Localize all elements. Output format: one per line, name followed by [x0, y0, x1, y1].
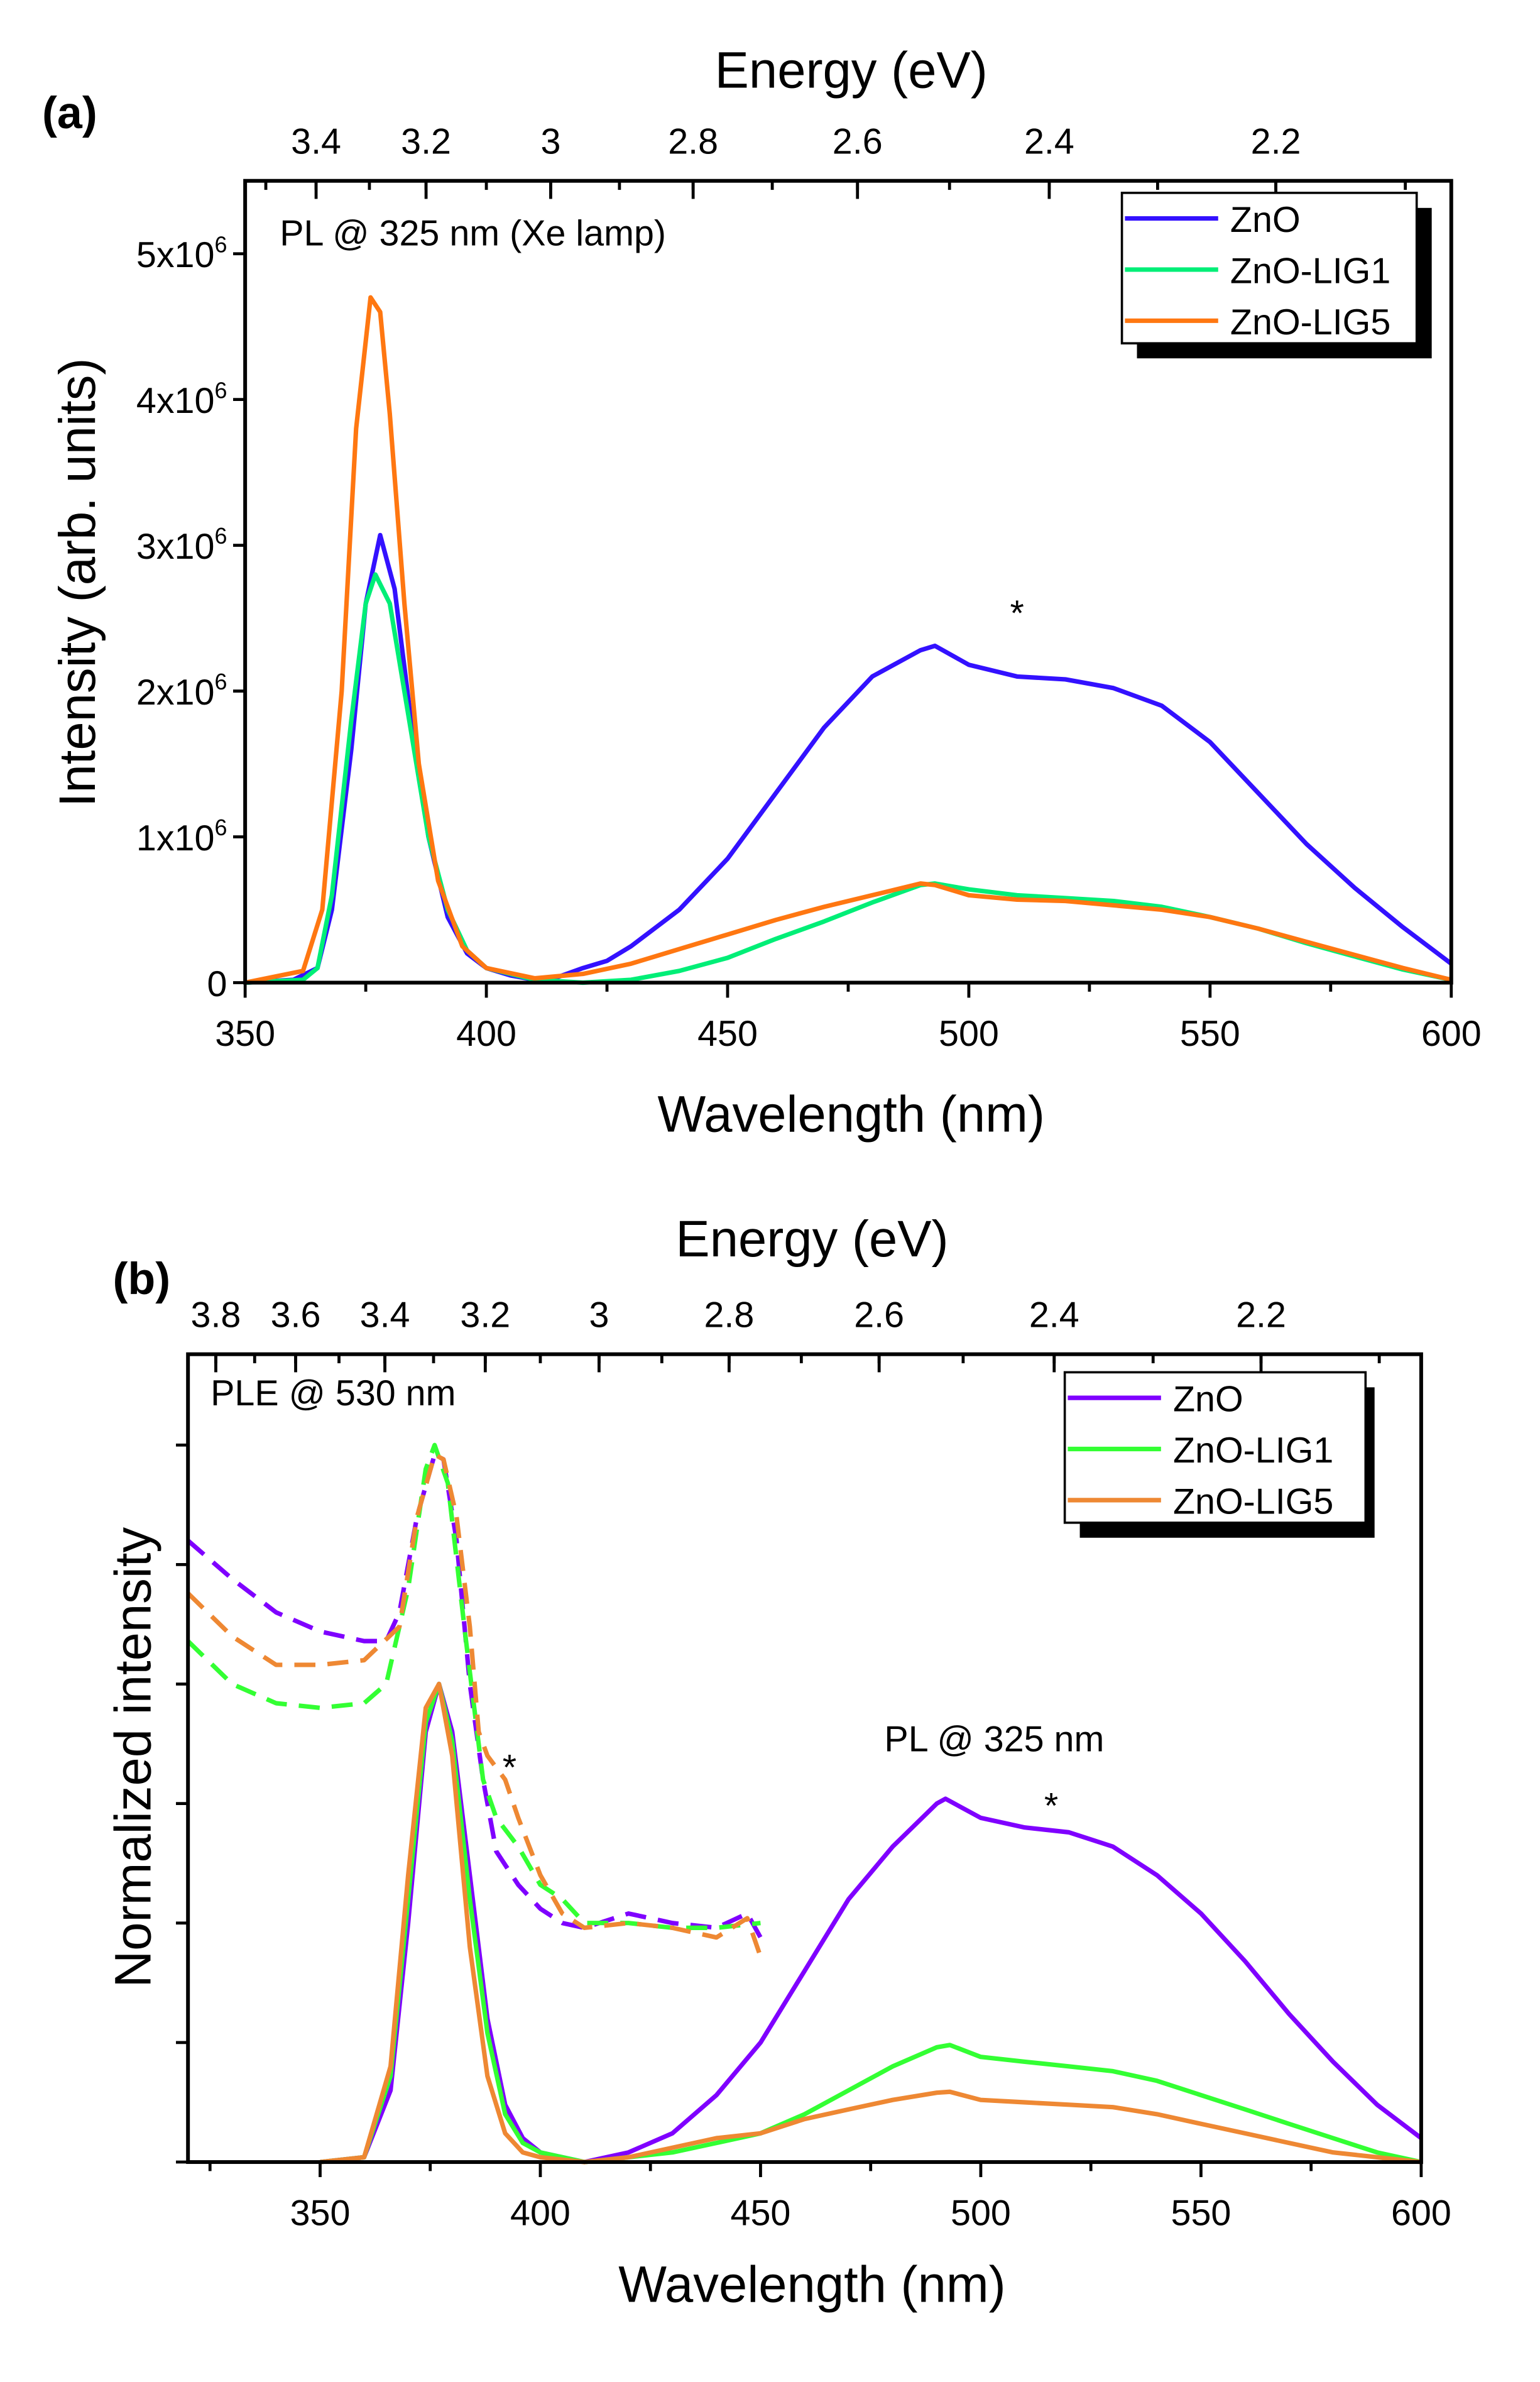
panel-b-legend: ZnO ZnO-LIG1 ZnO-LIG5 [1063, 1371, 1375, 1538]
panel-a-y-tick-label: 1x106 [136, 815, 227, 859]
panel-a-series-zno-lig1 [244, 572, 1452, 985]
panel-a-y-tick-label: 4x106 [136, 378, 227, 421]
panel-a-series-zno [244, 532, 1453, 985]
panel-b-top-tick-label: 2.8 [704, 1295, 754, 1336]
panel-b-series-zno-ple-dashed [186, 1452, 763, 1939]
panel-a-annotation: PL @ 325 nm (Xe lamp) [280, 214, 666, 254]
panel-a-x-tick-label: 450 [697, 1014, 758, 1054]
panel-a-x-tick-label: 550 [1180, 1014, 1240, 1054]
panel-b-top-tick-label: 2.2 [1236, 1295, 1286, 1336]
panel-b-top-tick-label: 3.8 [191, 1295, 241, 1336]
panel-a: (a) Energy (eV) Wavelength (nm) Intensit… [42, 41, 1482, 1143]
panel-b-legend-label: ZnO-LIG1 [1173, 1430, 1333, 1471]
panel-b-legend-label: ZnO-LIG5 [1173, 1481, 1333, 1522]
panel-b-plot-area: 350 400 450 500 550 600 3.8 3.6 3.4 3.2 3 2.8 2.6 2.4… [176, 1295, 1451, 2234]
panel-a-label: (a) [42, 88, 97, 138]
panel-a-x-tick-label: 600 [1421, 1014, 1482, 1054]
panel-b-asterisk: * [503, 1748, 516, 1788]
panel-a-x-axis-title: Wavelength (nm) [657, 1085, 1045, 1143]
panel-b-label: (b) [113, 1254, 171, 1304]
panel-b-legend-label: ZnO [1173, 1380, 1243, 1420]
panel-a-top-tick-label: 3.2 [401, 122, 451, 162]
panel-b-x-tick-label: 400 [510, 2193, 571, 2234]
panel-b-annotation-ple: PLE @ 530 nm [210, 1373, 456, 1413]
panel-a-top-tick-label: 2.6 [833, 122, 883, 162]
panel-b-top-tick-label: 3.6 [271, 1295, 321, 1336]
panel-b-annotation-pl: PL @ 325 nm [884, 1720, 1104, 1760]
panel-b-axes-frame [186, 1352, 1423, 2165]
panel-b-series-zno-lig1-ple-dashed [186, 1442, 761, 1930]
panel-b-asterisk: * [1044, 1786, 1058, 1826]
panel-b-x-tick-label: 500 [951, 2193, 1011, 2234]
panel-a-top-tick-label: 2.8 [668, 122, 718, 162]
panel-b-top-tick-label: 3 [589, 1295, 609, 1336]
panel-b-x-tick-label: 450 [731, 2193, 791, 2234]
panel-a-y-tick-label: 0 [207, 964, 227, 1004]
panel-b: (b) Energy (eV) Wavelength (nm) Normaliz… [104, 1210, 1451, 2313]
panel-b-top-axis-title: Energy (eV) [675, 1210, 948, 1268]
panel-a-x-tick-label: 400 [456, 1014, 516, 1054]
panel-a-top-tick-label: 3 [540, 122, 560, 162]
panel-b-x-axis-title: Wavelength (nm) [618, 2256, 1006, 2313]
panel-a-y-axis-title: Intensity (arb. units) [49, 358, 106, 808]
panel-a-legend-label: ZnO [1230, 200, 1301, 240]
panel-a-plot-area: 350 400 450 500 550 600 3.4 3.2 3 2.8 2.6 2.4 2.2 0 1x… [136, 122, 1482, 1054]
panel-a-asterisk: * [1010, 593, 1024, 634]
panel-a-x-tick-label: 350 [215, 1014, 275, 1054]
panel-a-legend: ZnO ZnO-LIG1 ZnO-LIG5 [1120, 192, 1432, 359]
panel-b-series-zno-lig5-ple-dashed [186, 1452, 763, 1958]
panel-b-top-tick-label: 2.6 [854, 1295, 904, 1336]
panel-a-y-tick-label: 2x106 [136, 669, 227, 713]
panel-a-legend-label: ZnO-LIG5 [1230, 302, 1390, 343]
panel-a-y-tick-label: 5x106 [136, 232, 227, 275]
panel-a-top-tick-label: 3.4 [291, 122, 341, 162]
panel-b-top-tick-label: 3.4 [360, 1295, 410, 1336]
panel-a-x-tick-label: 500 [939, 1014, 999, 1054]
panel-b-x-tick-label: 550 [1171, 2193, 1231, 2234]
panel-b-y-axis-title: Normalized intensity [104, 1527, 161, 1988]
panel-b-x-tick-label: 350 [290, 2193, 351, 2234]
panel-b-x-tick-label: 600 [1391, 2193, 1451, 2234]
panel-a-top-tick-label: 2.4 [1024, 122, 1074, 162]
panel-b-top-tick-label: 3.2 [460, 1295, 510, 1336]
panel-a-y-tick-label: 3x106 [136, 524, 227, 567]
panel-a-top-tick-label: 2.2 [1251, 122, 1301, 162]
panel-b-series-zno-lig5 [320, 1681, 1422, 2165]
panel-a-top-axis-title: Energy (eV) [715, 41, 988, 99]
panel-a-legend-label: ZnO-LIG1 [1230, 251, 1390, 291]
panel-a-series-zno-lig5 [244, 295, 1452, 985]
panel-b-top-tick-label: 2.4 [1029, 1295, 1079, 1336]
